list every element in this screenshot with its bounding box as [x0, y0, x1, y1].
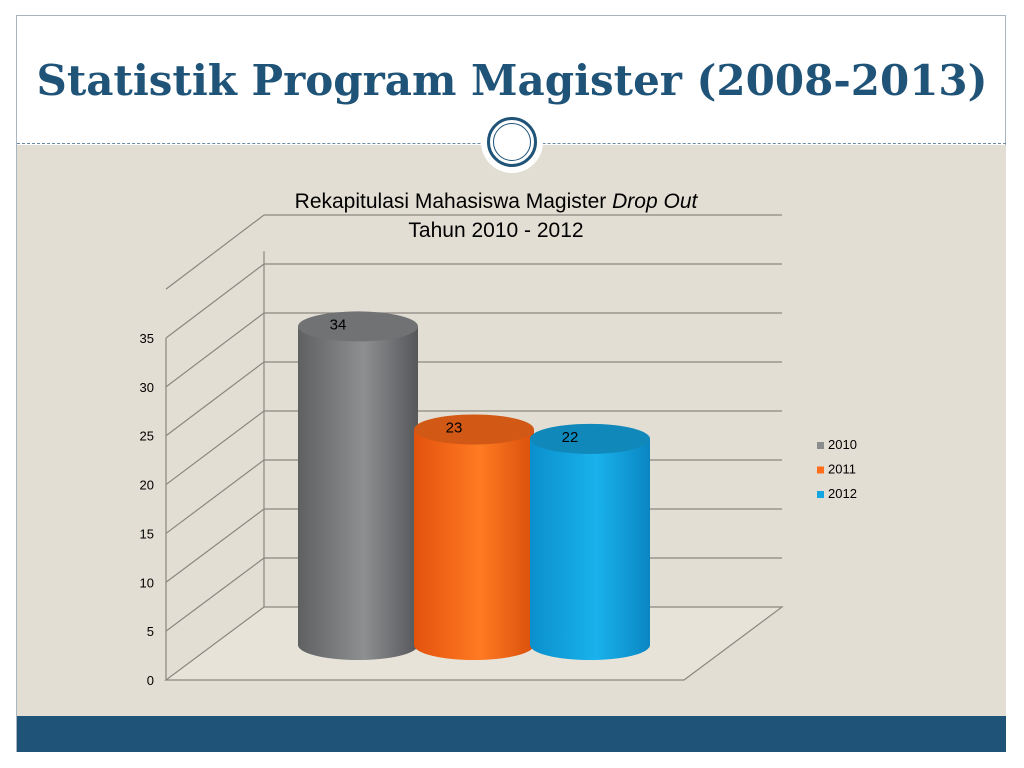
y-tick-label: 5 — [147, 624, 154, 639]
legend-swatch — [817, 466, 824, 474]
data-labels: 34 23 22 — [330, 316, 579, 445]
legend-swatch — [817, 442, 824, 449]
gridline-side — [165, 410, 265, 486]
ornament-inner-ring — [493, 123, 531, 161]
slide-title: Statistik Program Magister (2008-2013) — [36, 56, 988, 105]
bar-top — [298, 311, 418, 342]
legend-item: 2010 — [817, 437, 857, 452]
bar-top — [530, 423, 650, 454]
chart-title-italic: Drop Out — [612, 190, 698, 213]
bar-body — [298, 326, 418, 660]
bars — [298, 311, 650, 660]
bar-top — [414, 414, 534, 445]
gridline-side — [165, 312, 265, 388]
y-tick-label: 25 — [140, 429, 154, 444]
chart-title-main: Rekapitulasi Mahasiswa Magister — [295, 190, 607, 213]
bar-body — [530, 438, 650, 660]
legend-swatch — [817, 491, 824, 498]
legend-label: 2012 — [828, 486, 857, 501]
y-tick-label: 35 — [140, 331, 154, 346]
y-tick-label: 0 — [147, 673, 154, 688]
bar-2011 — [414, 414, 534, 660]
bar-body — [414, 429, 534, 660]
bar-2012 — [530, 423, 650, 660]
footer-bar — [17, 716, 1006, 752]
y-tick-label: 10 — [140, 575, 154, 590]
data-label: 22 — [562, 429, 579, 446]
bar-top-shade — [298, 311, 418, 342]
y-axis-ticks: 0 5 10 15 20 25 30 35 — [140, 331, 154, 688]
y-tick-label: 30 — [140, 380, 154, 395]
gridline-side — [165, 263, 265, 339]
gridline-side — [165, 214, 265, 290]
data-label: 23 — [446, 419, 463, 436]
bar-2010 — [298, 311, 418, 660]
gridline-side — [165, 361, 265, 437]
bar-top-shade — [414, 414, 534, 445]
gridline — [165, 214, 782, 290]
gridline-side — [165, 508, 265, 583]
data-label: 34 — [330, 316, 347, 333]
legend-label: 2010 — [828, 437, 857, 452]
legend-label: 2011 — [828, 462, 856, 477]
chart-title-line2: Tahun 2010 - 2012 — [408, 219, 583, 242]
gridline — [165, 312, 782, 388]
bar-top-shade — [530, 423, 650, 454]
chart-title-line1: Rekapitulasi Mahasiswa Magister Drop Out — [295, 190, 699, 213]
legend: 2010 2011 2012 — [817, 437, 857, 501]
gridline-side — [165, 459, 265, 534]
legend-item: 2011 — [817, 462, 856, 477]
y-tick-label: 15 — [140, 526, 154, 541]
legend-item: 2012 — [817, 486, 857, 501]
y-tick-label: 20 — [140, 478, 154, 493]
gridline — [165, 263, 782, 339]
gridline-side — [165, 557, 265, 632]
